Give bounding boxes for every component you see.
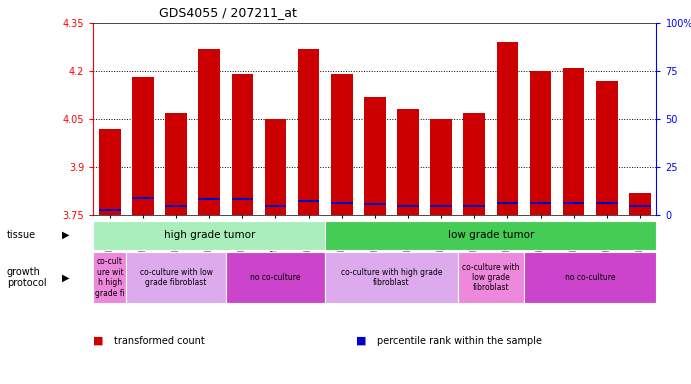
Text: no co-culture: no co-culture [250,273,301,282]
Text: co-culture with
low grade
fibroblast: co-culture with low grade fibroblast [462,263,520,292]
Bar [563,202,585,204]
Bar [464,113,485,215]
Bar [530,202,551,204]
Bar [430,119,452,215]
Text: growth
protocol: growth protocol [7,266,46,288]
Bar [497,202,518,204]
Bar [165,113,187,215]
Text: co-culture with high grade
fibroblast: co-culture with high grade fibroblast [341,268,442,287]
Bar [530,71,551,215]
Bar [265,205,286,207]
Bar [93,252,126,303]
Text: ■: ■ [93,336,104,346]
Text: high grade tumor: high grade tumor [164,230,255,240]
Text: co-culture with low
grade fibroblast: co-culture with low grade fibroblast [140,268,213,287]
Bar [325,221,656,250]
Text: GDS4055 / 207211_at: GDS4055 / 207211_at [159,6,297,19]
Bar [126,252,226,303]
Bar [364,203,386,205]
Bar [331,202,352,204]
Bar [397,205,419,207]
Bar [629,193,651,215]
Text: tissue: tissue [7,230,36,240]
Text: low grade tumor: low grade tumor [448,230,534,240]
Text: transformed count: transformed count [114,336,205,346]
Bar [226,252,325,303]
Bar [132,78,153,215]
Bar [629,205,651,207]
Text: ▶: ▶ [62,230,70,240]
Bar [298,49,319,215]
Bar [198,198,220,200]
Bar [331,74,352,215]
Bar [364,97,386,215]
Bar [430,205,452,207]
Bar [231,74,253,215]
Text: percentile rank within the sample: percentile rank within the sample [377,336,542,346]
Bar [265,119,286,215]
Bar [93,221,325,250]
Text: co-cult
ure wit
h high
grade fi: co-cult ure wit h high grade fi [95,257,124,298]
Bar [563,68,585,215]
Bar [99,129,121,215]
Text: no co-culture: no co-culture [565,273,616,282]
Bar [497,42,518,215]
Text: ■: ■ [356,336,366,346]
Bar [165,205,187,207]
Bar [596,202,618,204]
Bar [397,109,419,215]
Bar [524,252,656,303]
Bar [231,198,253,200]
Text: ▶: ▶ [62,272,70,283]
Bar [99,209,121,211]
Bar [596,81,618,215]
Bar [325,252,457,303]
Bar [198,49,220,215]
Bar [457,252,524,303]
Bar [464,205,485,207]
Bar [132,197,153,199]
Bar [298,200,319,202]
